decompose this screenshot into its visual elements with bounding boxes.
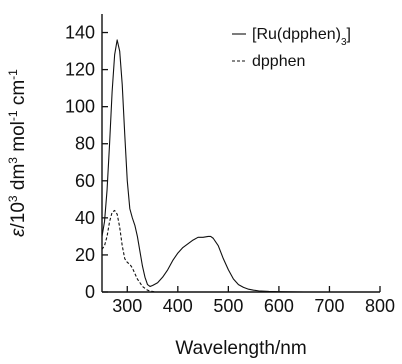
- legend-label: [Ru(dpphen)3]: [252, 26, 351, 48]
- y-tick-label: 20: [75, 245, 95, 265]
- y-tick-label: 140: [65, 23, 95, 43]
- series-line-ru-dpphen3: [101, 39, 380, 293]
- y-tick-label: 80: [75, 134, 95, 154]
- y-tick-label: 60: [75, 171, 95, 191]
- x-tick-label: 800: [365, 296, 395, 316]
- x-tick-label: 700: [314, 296, 344, 316]
- x-axis-label: Wavelength/nm: [175, 338, 306, 359]
- x-tick-label: 400: [163, 296, 193, 316]
- y-tick-label: 120: [65, 60, 95, 80]
- y-axis-ticks: 0 20 40 60 80 100 120 140: [65, 23, 108, 302]
- series-lines: [101, 39, 380, 293]
- legend: [Ru(dpphen)3] dpphen: [232, 26, 351, 70]
- y-axis-label: ε/103 dm3 mol-1 cm-1: [6, 69, 29, 237]
- y-tick-label: 0: [85, 282, 95, 302]
- plot-frame: [101, 14, 380, 293]
- x-axis-ticks: 300 400 500 600 700 800: [112, 286, 395, 316]
- y-tick-label: 100: [65, 97, 95, 117]
- x-tick-label: 300: [112, 296, 142, 316]
- series-line-dpphen: [101, 209, 158, 293]
- x-tick-label: 600: [264, 296, 294, 316]
- y-tick-label: 40: [75, 208, 95, 228]
- legend-label: dpphen: [252, 53, 305, 70]
- x-tick-label: 500: [213, 296, 243, 316]
